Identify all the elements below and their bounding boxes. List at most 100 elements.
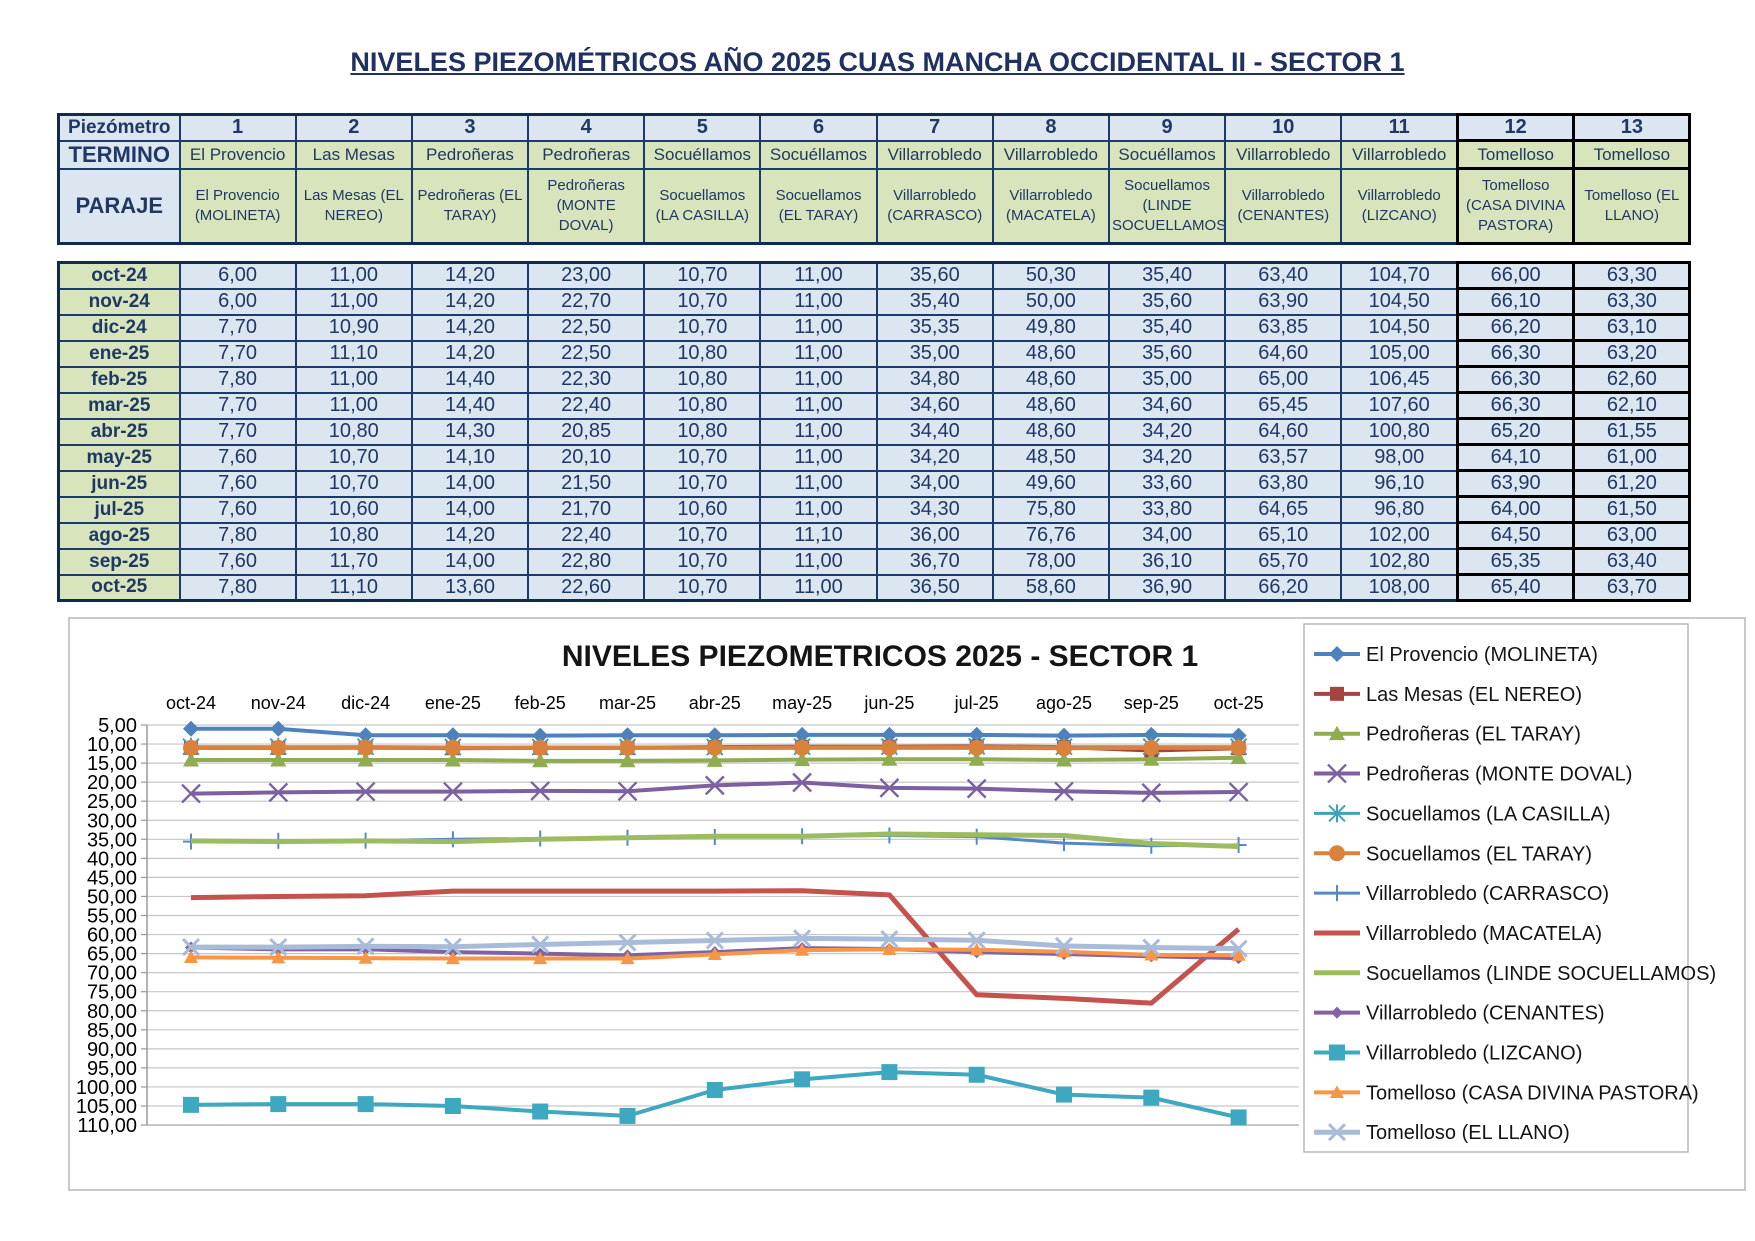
value-cell: 10,80 <box>643 339 762 368</box>
legend-item: Las Mesas (EL NEREO) <box>1314 684 1582 706</box>
value-cell: 66,30 <box>1456 391 1576 420</box>
value-cell: 75,80 <box>991 495 1111 524</box>
paraje-value: Pedroñeras (MONTE DOVAL) <box>527 167 646 245</box>
value-cell: 14,30 <box>410 417 530 446</box>
value-cell: 10,60 <box>643 495 762 524</box>
value-cell: 62,60 <box>1572 365 1692 394</box>
value-cell: 36,10 <box>1107 547 1227 576</box>
value-cell: 10,80 <box>294 417 413 446</box>
value-cell: 66,10 <box>1456 287 1576 316</box>
svg-text:5,00: 5,00 <box>98 715 137 737</box>
termino-value: Las Mesas <box>294 139 413 170</box>
table-row: oct-25 7,80 11,10 13,60 22,60 10,70 11,00 36,50… <box>57 573 1692 602</box>
value-cell: 102,80 <box>1340 547 1459 576</box>
termino-value: Socuéllamos <box>1107 139 1227 170</box>
termino-value: Socuéllamos <box>643 139 762 170</box>
value-cell: 10,70 <box>643 261 762 290</box>
value-cell: 104,50 <box>1340 287 1459 316</box>
value-cell: 58,60 <box>991 573 1111 602</box>
svg-text:Socuellamos (EL TARAY): Socuellamos (EL TARAY) <box>1366 843 1592 865</box>
value-cell: 105,00 <box>1340 339 1459 368</box>
value-cell: 14,10 <box>410 443 530 472</box>
svg-text:110,00: 110,00 <box>77 1115 137 1137</box>
series-11 <box>183 1064 1247 1126</box>
value-cell: 22,60 <box>527 573 646 602</box>
value-cell: 11,00 <box>759 391 878 420</box>
value-cell: 35,40 <box>875 287 994 316</box>
piezometro-number: 4 <box>527 113 646 142</box>
value-cell: 10,80 <box>643 417 762 446</box>
value-cell: 11,00 <box>759 495 878 524</box>
value-cell: 78,00 <box>991 547 1111 576</box>
svg-text:Villarrobledo (CENANTES): Villarrobledo (CENANTES) <box>1366 1003 1605 1025</box>
value-cell: 63,85 <box>1224 313 1343 342</box>
svg-text:sep-25: sep-25 <box>1124 693 1179 713</box>
piezometro-number: 8 <box>991 113 1111 142</box>
legend-item: El Provencio (MOLINETA) <box>1314 644 1598 666</box>
table-row: ago-25 7,80 10,80 14,20 22,40 10,70 11,10 36,00… <box>57 521 1692 550</box>
value-cell: 66,20 <box>1224 573 1343 602</box>
value-cell: 35,60 <box>1107 287 1227 316</box>
value-cell: 11,00 <box>759 417 878 446</box>
value-cell: 64,60 <box>1224 417 1343 446</box>
svg-text:Tomelloso (CASA DIVINA PASTORA: Tomelloso (CASA DIVINA PASTORA) <box>1366 1082 1699 1104</box>
value-cell: 6,00 <box>178 287 297 316</box>
termino-value: Villarrobledo <box>875 139 994 170</box>
table-row: mar-25 7,70 11,00 14,40 22,40 10,80 11,00 34,60… <box>57 391 1692 420</box>
paraje-value: Villarrobledo (LIZCANO) <box>1340 167 1459 245</box>
value-cell: 102,00 <box>1340 521 1459 550</box>
value-cell: 10,70 <box>643 521 762 550</box>
value-cell: 65,35 <box>1456 547 1576 576</box>
paraje-value: Villarrobledo (CARRASCO) <box>875 167 994 245</box>
value-cell: 14,20 <box>410 339 530 368</box>
value-cell: 11,00 <box>294 391 413 420</box>
value-cell: 22,40 <box>527 521 646 550</box>
value-cell: 10,60 <box>294 495 413 524</box>
svg-text:20,00: 20,00 <box>87 772 137 794</box>
value-cell: 64,10 <box>1456 443 1576 472</box>
value-cell: 35,60 <box>875 261 994 290</box>
month-cell: oct-25 <box>57 573 181 602</box>
paraje-value: Socuellamos (EL TARAY) <box>759 167 878 245</box>
svg-text:45,00: 45,00 <box>87 867 137 889</box>
value-cell: 63,90 <box>1224 287 1343 316</box>
value-cell: 11,00 <box>759 573 878 602</box>
value-cell: 34,20 <box>1107 417 1227 446</box>
value-cell: 107,60 <box>1340 391 1459 420</box>
value-cell: 66,00 <box>1456 261 1576 290</box>
value-cell: 21,70 <box>527 495 646 524</box>
value-cell: 36,00 <box>875 521 994 550</box>
svg-text:40,00: 40,00 <box>87 848 137 870</box>
value-cell: 11,10 <box>294 573 413 602</box>
value-cell: 63,30 <box>1572 261 1692 290</box>
table-row: feb-25 7,80 11,00 14,40 22,30 10,80 11,00 34,80… <box>57 365 1692 394</box>
value-cell: 10,80 <box>643 391 762 420</box>
piezometro-number: 6 <box>759 113 878 142</box>
value-cell: 21,50 <box>527 469 646 498</box>
svg-text:jun-25: jun-25 <box>863 693 914 713</box>
value-cell: 36,90 <box>1107 573 1227 602</box>
value-cell: 48,60 <box>991 365 1111 394</box>
value-cell: 20,85 <box>527 417 646 446</box>
svg-text:ene-25: ene-25 <box>425 693 481 713</box>
value-cell: 63,57 <box>1224 443 1343 472</box>
table-row: sep-25 7,60 11,70 14,00 22,80 10,70 11,00 36,70… <box>57 547 1692 576</box>
month-cell: nov-24 <box>57 287 181 316</box>
value-cell: 10,70 <box>294 469 413 498</box>
value-cell: 10,70 <box>643 469 762 498</box>
value-cell: 13,60 <box>410 573 530 602</box>
value-cell: 48,60 <box>991 391 1111 420</box>
svg-text:65,00: 65,00 <box>87 944 137 966</box>
paraje-value: Socuellamos (LINDE SOCUELLAMOS) <box>1107 167 1227 245</box>
svg-text:El Provencio (MOLINETA): El Provencio (MOLINETA) <box>1366 644 1598 666</box>
value-cell: 22,80 <box>527 547 646 576</box>
value-cell: 63,90 <box>1456 469 1576 498</box>
value-cell: 7,80 <box>178 521 297 550</box>
paraje-value: Pedroñeras (EL TARAY) <box>410 167 530 245</box>
value-cell: 10,70 <box>643 287 762 316</box>
value-cell: 48,50 <box>991 443 1111 472</box>
piezometro-number: 2 <box>294 113 413 142</box>
svg-text:Villarrobledo (CARRASCO): Villarrobledo (CARRASCO) <box>1366 883 1609 905</box>
value-cell: 64,65 <box>1224 495 1343 524</box>
value-cell: 35,40 <box>1107 313 1227 342</box>
